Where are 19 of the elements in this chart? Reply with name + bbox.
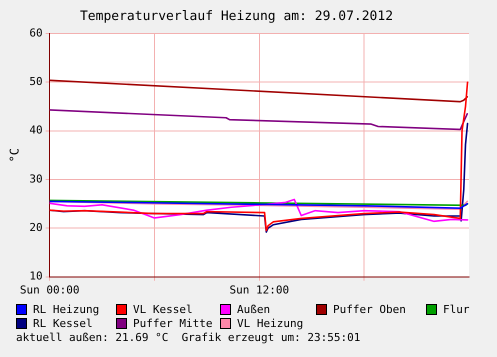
y-axis-title: °C	[7, 148, 22, 162]
legend-label: VL Kessel	[133, 303, 193, 316]
y-tick-label: 50	[29, 75, 43, 88]
legend-label: RL Heizung	[33, 303, 100, 316]
y-tick-label: 40	[29, 124, 43, 137]
legend-label: Flur	[443, 303, 470, 316]
legend-label: Puffer Mitte	[133, 317, 212, 330]
legend-label: Außen	[237, 303, 270, 316]
legend-label: VL Heizung	[237, 317, 304, 330]
x-tick-label: Sun 00:00	[20, 283, 80, 296]
y-tick-label: 10	[29, 270, 43, 283]
y-tick-label: 20	[29, 221, 43, 234]
chart-title: Temperaturverlauf Heizung am: 29.07.2012	[80, 9, 394, 24]
legend-label: Puffer Oben	[333, 303, 406, 316]
x-tick-label: Sun 12:00	[230, 283, 290, 296]
y-tick-label: 60	[29, 26, 43, 40]
text: aktuell außen: 21.69 °C Grafik erzeugt um: 23:55:01	[16, 331, 362, 344]
legend-label: RL Kessel	[33, 317, 93, 330]
y-tick-label: 30	[29, 172, 43, 186]
